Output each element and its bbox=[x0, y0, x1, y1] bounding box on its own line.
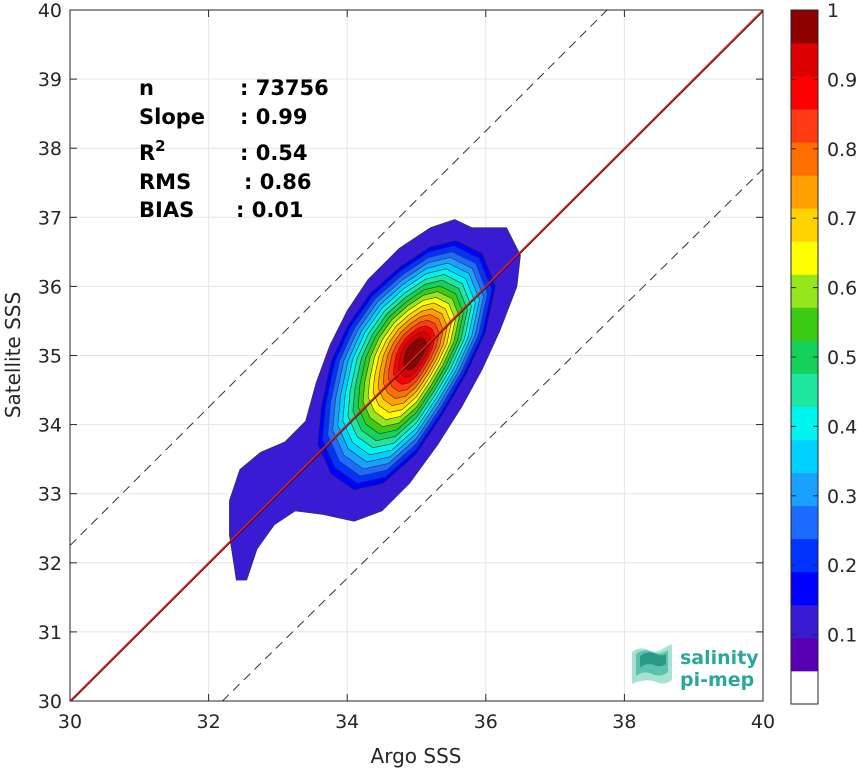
y-tick-label: 40 bbox=[38, 0, 62, 22]
stat-label: Slope bbox=[139, 105, 205, 129]
colorbar: 0.1 0.2 0.3 0.4 0.5 0.6 0.7 0.8 0.9 1 bbox=[790, 0, 857, 705]
colorbar-swatch bbox=[791, 142, 818, 176]
y-tick-label: 34 bbox=[38, 415, 62, 437]
colorbar-swatch bbox=[791, 472, 818, 507]
one-to-one-line bbox=[70, 10, 763, 701]
y-axis-label: Satellite SSS bbox=[1, 292, 25, 418]
y-tick-label: 36 bbox=[38, 276, 62, 298]
colorbar-swatch bbox=[791, 274, 818, 308]
colorbar-swatch bbox=[791, 175, 818, 209]
stat-value: : 0.01 bbox=[236, 198, 304, 222]
stat-value: : 0.99 bbox=[240, 105, 308, 129]
y-tick-label: 35 bbox=[38, 346, 62, 368]
colorbar-swatch bbox=[791, 241, 818, 275]
axis-ticks bbox=[69, 9, 764, 702]
colorbar-tick-label: 0.2 bbox=[827, 555, 857, 577]
colorbar-tick-label: 0.8 bbox=[827, 139, 857, 161]
x-tick-label: 38 bbox=[612, 711, 636, 733]
colorbar-tick-label: 0.1 bbox=[827, 625, 857, 647]
y-tick-labels: 30 31 32 33 34 35 36 37 38 39 40 bbox=[38, 0, 62, 713]
colorbar-tick-label: 0.9 bbox=[827, 69, 857, 91]
colorbar-swatch bbox=[791, 208, 818, 242]
x-tick-label: 32 bbox=[197, 711, 221, 733]
y-tick-label: 39 bbox=[38, 69, 62, 91]
x-tick-labels: 30 32 34 36 38 40 bbox=[58, 711, 775, 733]
colorbar-swatch bbox=[791, 670, 818, 705]
colorbar-swatch bbox=[791, 637, 818, 672]
colorbar-swatch bbox=[791, 439, 818, 474]
colorbar-tick-label: 1 bbox=[827, 0, 839, 22]
colorbar-swatch bbox=[791, 307, 818, 341]
one-to-one-line-shadow bbox=[70, 11, 763, 701]
stat-value: : 0.54 bbox=[240, 141, 308, 165]
x-axis-label: Argo SSS bbox=[371, 744, 462, 768]
x-tick-label: 30 bbox=[58, 711, 82, 733]
colorbar-swatch bbox=[791, 571, 818, 606]
y-tick-label: 38 bbox=[38, 138, 62, 160]
stat-label: RMS bbox=[139, 170, 191, 194]
stat-label: n bbox=[139, 76, 154, 100]
stat-value: : 73756 bbox=[240, 76, 329, 100]
colorbar-tick-label: 0.5 bbox=[827, 347, 857, 369]
colorbar-tick-label: 0.3 bbox=[827, 486, 857, 508]
x-tick-label: 40 bbox=[751, 711, 775, 733]
colorbar-swatch bbox=[791, 373, 818, 407]
colorbar-tick-label: 0.7 bbox=[827, 208, 857, 230]
colorbar-swatch bbox=[791, 76, 818, 110]
y-tick-label: 32 bbox=[38, 553, 62, 575]
y-tick-label: 30 bbox=[38, 691, 62, 713]
colorbar-tick-label: 0.4 bbox=[827, 416, 857, 438]
dashed-offset-line bbox=[222, 168, 763, 701]
stat-value: : 0.86 bbox=[244, 170, 312, 194]
y-tick-label: 33 bbox=[38, 484, 62, 506]
reference-lines bbox=[70, 10, 763, 701]
colorbar-swatch bbox=[791, 505, 818, 540]
colorbar-swatch bbox=[791, 43, 818, 77]
logo-line2: pi-mep bbox=[680, 669, 754, 691]
colorbar-swatch bbox=[791, 406, 818, 441]
colorbar-swatch bbox=[791, 538, 818, 573]
salinity-pi-mep-logo: salinity pi-mep bbox=[632, 644, 759, 691]
colorbar-swatch bbox=[791, 10, 818, 44]
colorbar-swatch bbox=[791, 109, 818, 143]
y-tick-label: 31 bbox=[38, 622, 62, 644]
waves-icon bbox=[632, 644, 672, 684]
x-tick-label: 36 bbox=[474, 711, 498, 733]
colorbar-swatch bbox=[791, 604, 818, 639]
y-tick-label: 37 bbox=[38, 207, 62, 229]
logo-line1: salinity bbox=[680, 647, 759, 669]
colorbar-tick-label: 0.6 bbox=[827, 278, 857, 300]
x-tick-label: 34 bbox=[335, 711, 359, 733]
stat-label: BIAS bbox=[139, 198, 194, 222]
